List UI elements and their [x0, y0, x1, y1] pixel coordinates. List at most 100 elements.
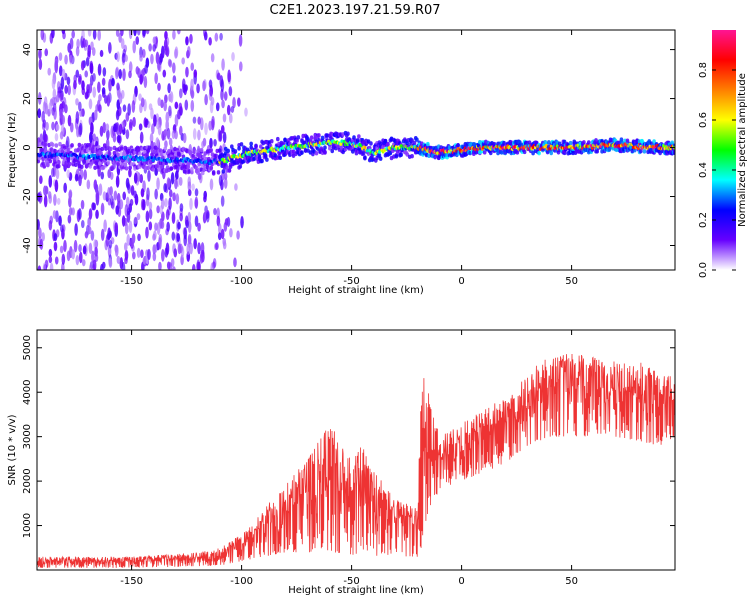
heatmap-cell [91, 250, 95, 263]
heatmap-cell [115, 30, 120, 37]
heatmap-cell [232, 97, 236, 109]
heatmap-cell [154, 188, 158, 200]
heatmap-cell [78, 251, 83, 264]
heatmap-cell [488, 150, 493, 156]
heatmap-cell [93, 179, 98, 191]
colorbar-tick-label: 0.8 [698, 62, 709, 78]
heatmap-cell [51, 167, 55, 178]
heatmap-cell [159, 151, 164, 157]
heatmap-cell [88, 83, 93, 94]
heatmap-cell [114, 244, 119, 257]
heatmap-cell [54, 132, 59, 142]
heatmap-cell [120, 38, 125, 50]
heatmap-cell [60, 224, 64, 233]
heatmap-cell [102, 67, 107, 77]
heatmap-cell [194, 165, 199, 171]
snr-y-label: SNR (10 * v/v) [7, 414, 18, 485]
colorbar-tick-label: 0.6 [698, 112, 709, 128]
heatmap-cell [222, 113, 227, 123]
heatmap-cell [57, 86, 62, 94]
y-tick-label: 20 [22, 92, 33, 105]
heatmap-cell [100, 263, 104, 270]
heatmap-cell [38, 227, 42, 239]
heatmap-cell [112, 132, 117, 143]
heatmap-cell [104, 95, 108, 104]
heatmap-cell [638, 149, 643, 154]
heatmap-cell [171, 212, 176, 224]
x-tick-label: -100 [230, 576, 253, 587]
heatmap-cell [44, 133, 48, 143]
heatmap-cell [91, 153, 95, 158]
heatmap-cell [145, 30, 150, 35]
spectrogram-y-label: Frequency (Hz) [7, 112, 18, 188]
x-tick-label: 50 [565, 276, 578, 287]
heatmap-cell [214, 32, 219, 42]
heatmap-cell [192, 128, 197, 140]
heatmap-cell [164, 30, 168, 40]
heatmap-cell [176, 232, 181, 242]
heatmap-cell [88, 242, 93, 254]
heatmap-cell [106, 232, 111, 241]
heatmap-cell [168, 197, 172, 211]
heatmap-cell [110, 165, 114, 170]
heatmap-cell [133, 172, 138, 184]
heatmap-cell [84, 230, 89, 239]
heatmap-cell [174, 101, 179, 110]
heatmap-cell [158, 55, 163, 65]
heatmap-cell [178, 125, 183, 136]
heatmap-cell [214, 153, 218, 158]
heatmap-cell [66, 76, 71, 86]
heatmap-cell [132, 116, 136, 128]
colorbar: 0.0 0.2 0.4 0.6 0.8 Normalized spectral ampl… [698, 30, 748, 278]
heatmap-cell [122, 191, 127, 201]
heatmap-cell [296, 135, 301, 140]
heatmap-cell [415, 137, 419, 142]
heatmap-cell [39, 238, 44, 250]
heatmap-cell [182, 83, 186, 94]
heatmap-cell [189, 33, 193, 44]
heatmap-cell [137, 233, 141, 242]
heatmap-cell [125, 129, 130, 140]
heatmap-cell [37, 156, 42, 161]
x-tick-label: -150 [120, 576, 143, 587]
heatmap-cell [156, 177, 160, 190]
heatmap-cell [157, 97, 162, 106]
heatmap-cell [45, 121, 49, 131]
heatmap-cell [161, 249, 165, 262]
heatmap-cell [126, 207, 131, 215]
heatmap-cell [66, 147, 71, 153]
heatmap-cell [220, 228, 225, 240]
heatmap-cell [168, 189, 173, 198]
heatmap-cell [148, 103, 153, 111]
heatmap-cell [140, 188, 145, 198]
snr-frame [36, 329, 676, 571]
heatmap-cells [37, 30, 675, 270]
heatmap-cell [124, 166, 129, 171]
heatmap-cell [152, 244, 157, 255]
heatmap-cell [53, 148, 57, 154]
heatmap-cell [105, 123, 110, 132]
heatmap-cell [85, 57, 90, 67]
heatmap-cell [56, 163, 61, 169]
heatmap-cell [670, 140, 675, 145]
heatmap-cell [116, 192, 121, 204]
heatmap-cell [166, 177, 171, 188]
heatmap-cell [80, 199, 85, 210]
heatmap-cell [197, 162, 201, 167]
heatmap-cell [625, 138, 630, 143]
heatmap-cell [163, 100, 167, 112]
snr-line [36, 353, 676, 568]
heatmap-cell [75, 98, 79, 106]
heatmap-cell [94, 246, 98, 257]
heatmap-cell [169, 166, 174, 171]
heatmap-cell [154, 164, 159, 169]
heatmap-cell [145, 210, 150, 223]
heatmap-cell [69, 122, 74, 133]
heatmap-cell [178, 176, 183, 186]
heatmap-cell [54, 143, 59, 148]
heatmap-cell [157, 167, 162, 172]
heatmap-cell [99, 125, 104, 137]
heatmap-cell [194, 188, 199, 197]
heatmap-cell [94, 161, 99, 166]
heatmap-cell [230, 105, 235, 113]
